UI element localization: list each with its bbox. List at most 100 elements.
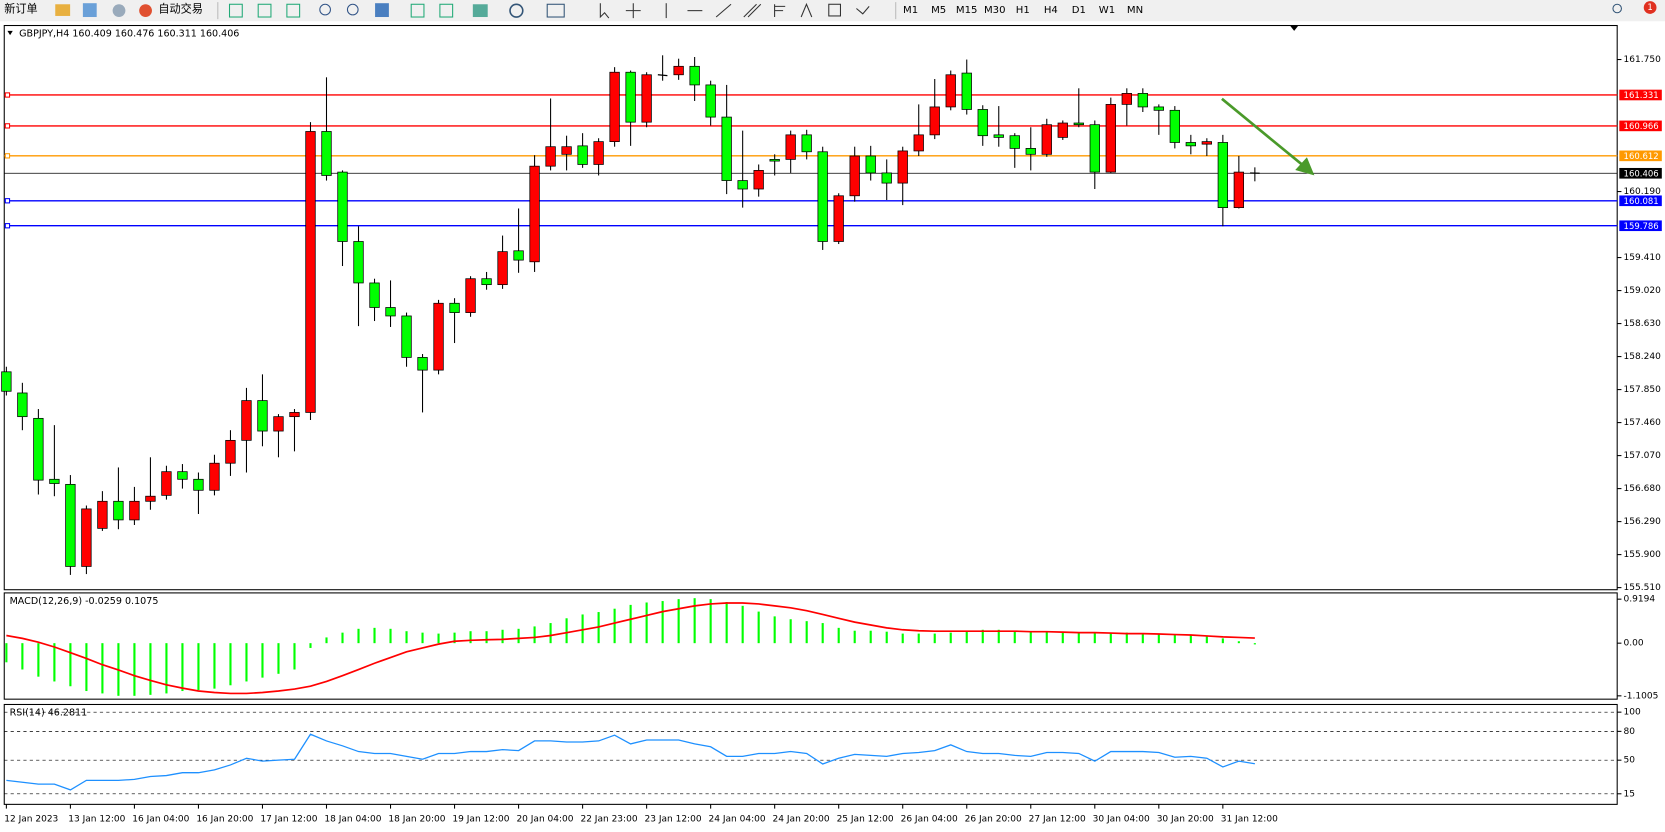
icon[interactable] bbox=[546, 3, 565, 18]
zoom-in[interactable] bbox=[319, 3, 331, 16]
shift-marker bbox=[1289, 25, 1299, 31]
icon[interactable] bbox=[257, 3, 272, 18]
level-label-bg bbox=[1619, 89, 1662, 101]
y-tick-label: 159.020 bbox=[1624, 286, 1662, 296]
macd-bar bbox=[789, 619, 792, 644]
auto-trading-button[interactable]: 自动交易 bbox=[158, 2, 203, 16]
icon[interactable] bbox=[509, 3, 524, 18]
y-tick-label: 157.070 bbox=[1624, 451, 1662, 461]
candle-body bbox=[657, 74, 668, 77]
icon[interactable] bbox=[228, 3, 243, 18]
macd-bar bbox=[309, 643, 312, 648]
macd-bar bbox=[1013, 630, 1016, 644]
candle-body bbox=[481, 278, 492, 286]
candle-body bbox=[305, 131, 316, 413]
current-price-bg bbox=[1619, 167, 1662, 179]
y-tick-label: 156.290 bbox=[1624, 517, 1662, 527]
shapes-icon[interactable] bbox=[856, 6, 870, 15]
macd-bar bbox=[213, 643, 216, 689]
candle-body bbox=[1233, 171, 1245, 209]
x-tick-label: 31 Jan 12:00 bbox=[1221, 815, 1278, 825]
candle-body bbox=[753, 170, 764, 190]
icon[interactable] bbox=[286, 3, 301, 18]
candle-body bbox=[337, 171, 348, 242]
candle-body bbox=[241, 400, 252, 441]
zoom-out[interactable] bbox=[346, 3, 359, 16]
macd-bar bbox=[69, 643, 72, 687]
crosshair-icon[interactable] bbox=[625, 3, 641, 19]
candle-body bbox=[577, 145, 588, 165]
channel-icon[interactable] bbox=[743, 3, 762, 18]
y-tick-label: 158.630 bbox=[1624, 319, 1662, 329]
macd-bar bbox=[5, 643, 8, 663]
macd-bar bbox=[501, 629, 504, 644]
macd-bar bbox=[1173, 634, 1176, 644]
icon[interactable] bbox=[112, 4, 126, 18]
macd-bar bbox=[1045, 631, 1048, 644]
new-order-button[interactable]: 新订单 bbox=[4, 2, 37, 16]
candle-body bbox=[385, 307, 396, 317]
notification-badge[interactable] bbox=[1643, 1, 1657, 14]
macd-bar bbox=[549, 623, 552, 644]
timeframe-button[interactable]: M15 bbox=[956, 5, 978, 16]
timeframe-button[interactable]: MN bbox=[1127, 5, 1143, 16]
current-price-label: 160.406 bbox=[1624, 169, 1659, 179]
y-tick-label: 155.510 bbox=[1624, 583, 1662, 593]
search-icon[interactable] bbox=[1612, 3, 1622, 14]
candle-body bbox=[1041, 124, 1052, 155]
timeframe-button[interactable]: W1 bbox=[1099, 5, 1115, 16]
timeframe-button[interactable]: M5 bbox=[931, 5, 946, 16]
macd-bar bbox=[1109, 632, 1112, 644]
candle-body bbox=[225, 439, 236, 464]
candle-body bbox=[353, 241, 364, 284]
label-icon[interactable] bbox=[828, 3, 842, 17]
icon[interactable] bbox=[410, 3, 425, 18]
macd-bar bbox=[85, 643, 88, 692]
icon[interactable] bbox=[439, 3, 454, 18]
trendline-icon[interactable] bbox=[715, 3, 732, 18]
macd-bar bbox=[773, 616, 776, 644]
icon[interactable] bbox=[55, 4, 71, 16]
x-tick-label: 13 Jan 12:00 bbox=[68, 815, 125, 825]
macd-bar bbox=[1157, 633, 1160, 644]
macd-bar bbox=[821, 623, 824, 644]
rsi-panel bbox=[3, 703, 1618, 805]
timeframe-button[interactable]: D1 bbox=[1072, 5, 1086, 16]
macd-bar bbox=[421, 632, 424, 644]
macd-bar bbox=[933, 633, 936, 644]
candle-body bbox=[705, 84, 716, 118]
timeframe-button[interactable]: M30 bbox=[984, 5, 1006, 16]
timeframe-button[interactable]: H1 bbox=[1016, 5, 1030, 16]
icon[interactable] bbox=[375, 3, 389, 18]
timeframe-button[interactable]: H4 bbox=[1044, 5, 1058, 16]
x-tick-label: 23 Jan 12:00 bbox=[644, 815, 701, 825]
icon[interactable] bbox=[472, 4, 488, 18]
cursor-icon[interactable] bbox=[599, 3, 610, 19]
auto-trading-icon[interactable] bbox=[139, 4, 152, 18]
level-label: 160.612 bbox=[1624, 152, 1659, 162]
candle-body bbox=[433, 302, 444, 371]
text-icon[interactable] bbox=[800, 2, 813, 18]
macd-bar bbox=[101, 643, 104, 694]
candle-body bbox=[161, 471, 172, 496]
macd-bar bbox=[709, 599, 712, 644]
candle-body bbox=[817, 151, 828, 242]
fibo-icon[interactable] bbox=[774, 4, 786, 18]
macd-bar bbox=[565, 618, 568, 644]
x-tick-label: 12 Jan 2023 bbox=[4, 815, 58, 825]
candle-body bbox=[81, 508, 92, 567]
macd-bar bbox=[869, 630, 872, 644]
macd-bar bbox=[197, 643, 200, 691]
level-handle bbox=[4, 223, 11, 229]
macd-title: MACD(12,26,9) -0.0259 0.1075 bbox=[10, 596, 159, 607]
candle-body bbox=[897, 150, 908, 184]
timeframe-button[interactable]: M1 bbox=[903, 5, 918, 16]
macd-bar bbox=[245, 643, 248, 682]
icon[interactable] bbox=[82, 3, 97, 18]
macd-bar bbox=[1205, 636, 1208, 644]
y-tick-label: 161.750 bbox=[1624, 55, 1662, 65]
macd-bar bbox=[661, 601, 664, 644]
candle-body bbox=[1153, 106, 1164, 111]
macd-bar bbox=[1253, 643, 1256, 645]
